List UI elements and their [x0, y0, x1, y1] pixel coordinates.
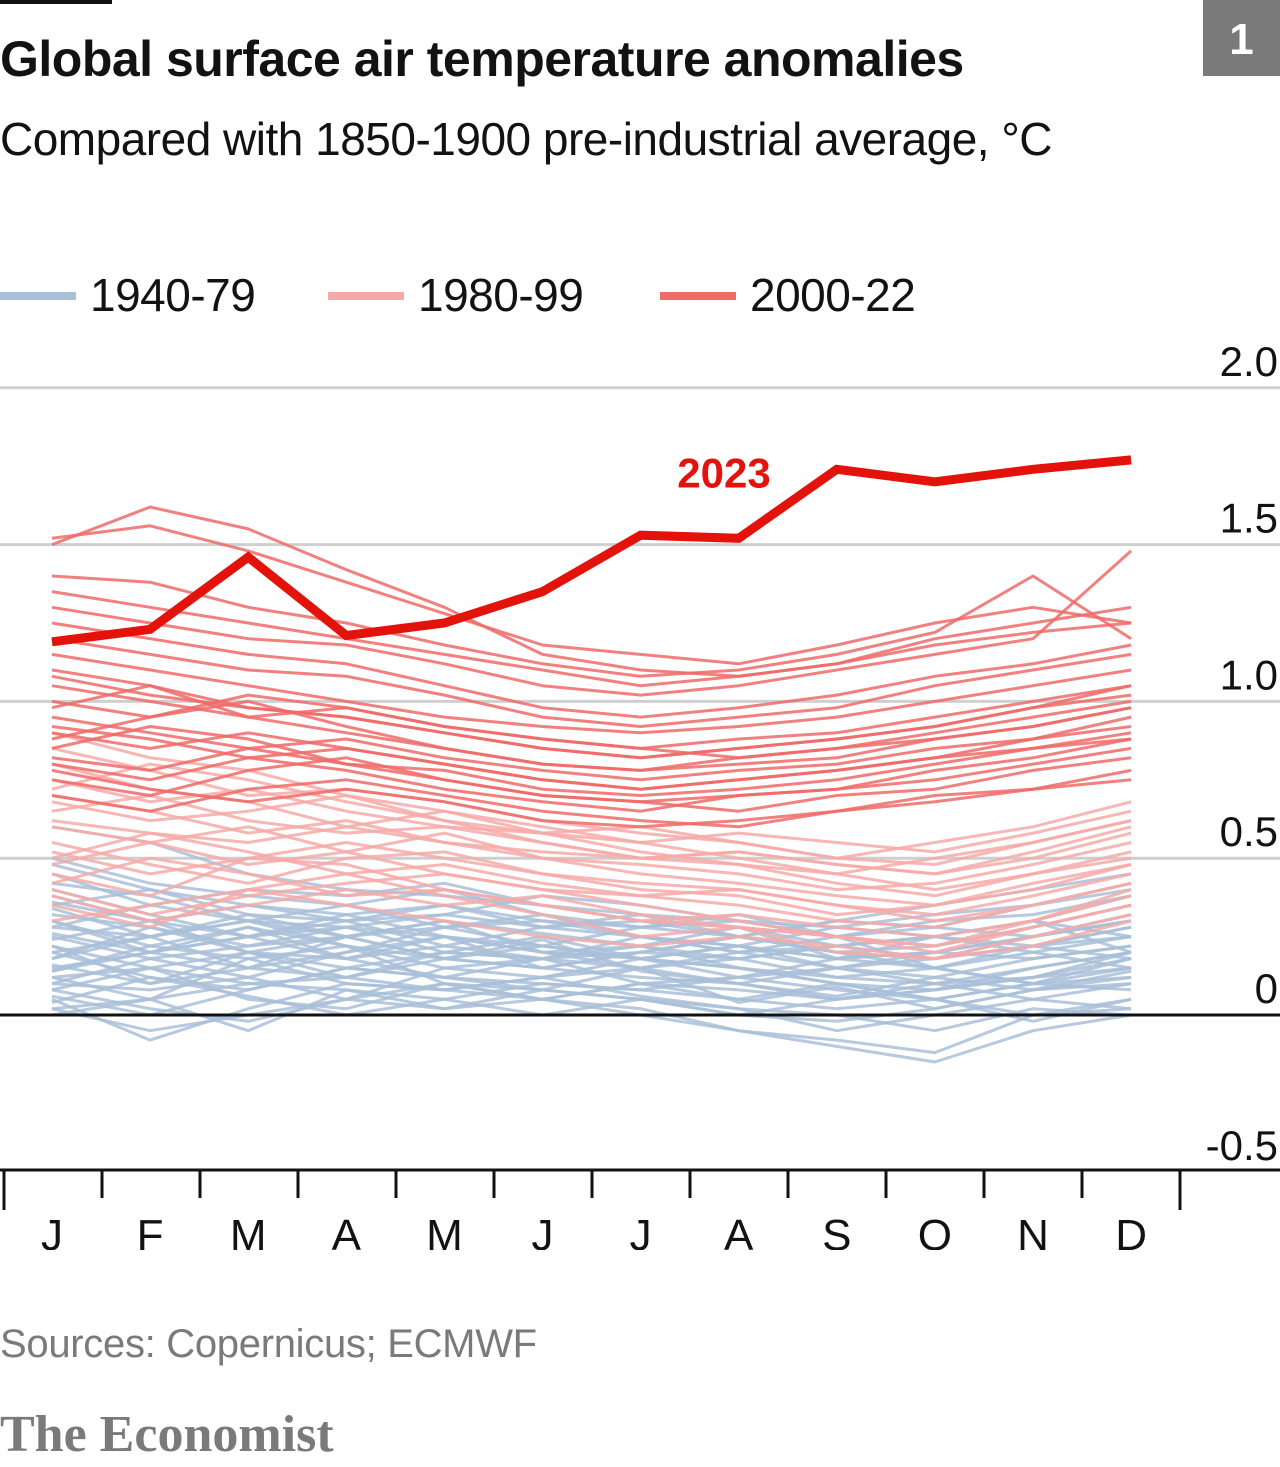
series-line-1940-79: [51, 982, 1132, 1033]
series-line-2000-22: [51, 574, 1132, 678]
chart-number-badge: 1: [1203, 0, 1280, 76]
series-line-2000-22: [51, 549, 1133, 697]
x-tick-label: J: [532, 1211, 554, 1250]
x-tick-label: A: [332, 1211, 362, 1250]
series-line-1980-99: [51, 731, 1132, 854]
y-tick-label: 0: [1255, 965, 1278, 1012]
series-line-2000-22: [51, 674, 1132, 760]
series-line-1940-79: [51, 935, 1132, 986]
series-line-2000-22: [51, 505, 1132, 678]
series-line-2000-22: [51, 715, 1132, 782]
series-line-2000-22: [51, 684, 1132, 772]
series-line-1980-99: [51, 841, 1132, 917]
series-line-2000-22: [51, 768, 1132, 829]
x-tick-label: M: [230, 1211, 267, 1250]
series-line-1980-99: [51, 825, 1132, 929]
series-line-2000-22: [51, 684, 1132, 750]
legend-label: 1940-79: [90, 269, 256, 321]
series-line-2000-22: [51, 621, 1132, 719]
series-line-1980-99: [51, 841, 1132, 917]
series-line-2000-22: [51, 590, 1132, 688]
line-chart: 2023 2.0 1.5 1.0 0.5 0 -0.5 J F M A M J J A S O N D: [0, 338, 1280, 1250]
series-line-1980-99: [51, 794, 1132, 866]
series-line-1980-99: [51, 746, 1132, 860]
series-line-1980-99: [51, 762, 1132, 876]
series-line-1940-79: [51, 944, 1132, 1001]
legend-label: 2000-22: [750, 269, 916, 321]
series-line-2023: [51, 455, 1132, 647]
series-line-1980-99: [51, 872, 1132, 954]
series-line-2000-22: [51, 524, 1132, 666]
series-line-2000-22: [51, 737, 1132, 804]
x-tick-label: A: [724, 1211, 754, 1250]
series-line-1940-79: [51, 913, 1132, 986]
y-tick-labels: 2.0 1.5 1.0 0.5 0 -0.5: [1206, 338, 1278, 1169]
series-line-2000-22: [51, 768, 1132, 829]
x-tick-label: F: [137, 1211, 164, 1250]
x-tick-label: J: [630, 1211, 652, 1250]
series-line-2000-22: [51, 725, 1132, 791]
series-line-1940-79: [51, 982, 1132, 1064]
legend-swatch: [660, 292, 736, 300]
legend-swatch: [328, 292, 404, 300]
x-tick-label: N: [1017, 1211, 1049, 1250]
source-note: Sources: Copernicus; ECMWF: [0, 1322, 537, 1366]
series-line-1940-79: [51, 881, 1132, 961]
series-line-1940-79: [51, 966, 1132, 1001]
highlight-series: 2023: [51, 449, 1132, 647]
y-tick-label: -0.5: [1206, 1122, 1278, 1169]
series-line-1980-99: [51, 831, 1132, 923]
series-label-2023: 2023: [677, 449, 770, 496]
series-lines: [51, 505, 1133, 1064]
series-line-1980-99: [51, 809, 1132, 898]
x-axis: [0, 1013, 1280, 1210]
series-line-2000-22: [51, 652, 1132, 735]
x-tick-label: D: [1115, 1211, 1147, 1250]
chart-subtitle: Compared with 1850-1900 pre-industrial a…: [0, 113, 1052, 165]
legend: 1940-79 1980-99 2000-22: [0, 268, 1000, 328]
series-line-1980-99: [51, 888, 1132, 961]
series-line-2000-22: [51, 637, 1132, 728]
series-line-1940-79: [51, 919, 1132, 961]
legend-label: 1980-99: [418, 269, 584, 321]
series-line-2000-22: [51, 746, 1132, 813]
x-tick-label: O: [918, 1211, 952, 1250]
x-tick-label: J: [41, 1211, 63, 1250]
y-tick-label: 0.5: [1220, 808, 1278, 855]
y-tick-label: 1.5: [1220, 495, 1278, 542]
series-line-1980-99: [51, 856, 1132, 948]
chart-title: Global surface air temperature anomalies: [0, 31, 964, 87]
legend-swatch: [0, 292, 76, 300]
publisher-logo: The Economist: [0, 1406, 334, 1463]
top-accent-bar: [0, 0, 112, 4]
series-line-1940-79: [51, 975, 1132, 1017]
series-line-1940-79: [51, 894, 1132, 948]
series-line-1980-99: [51, 872, 1132, 961]
x-tick-label: M: [426, 1211, 463, 1250]
x-tick-label: S: [822, 1211, 851, 1250]
y-tick-label: 2.0: [1220, 338, 1278, 385]
y-tick-label: 1.0: [1220, 651, 1278, 698]
